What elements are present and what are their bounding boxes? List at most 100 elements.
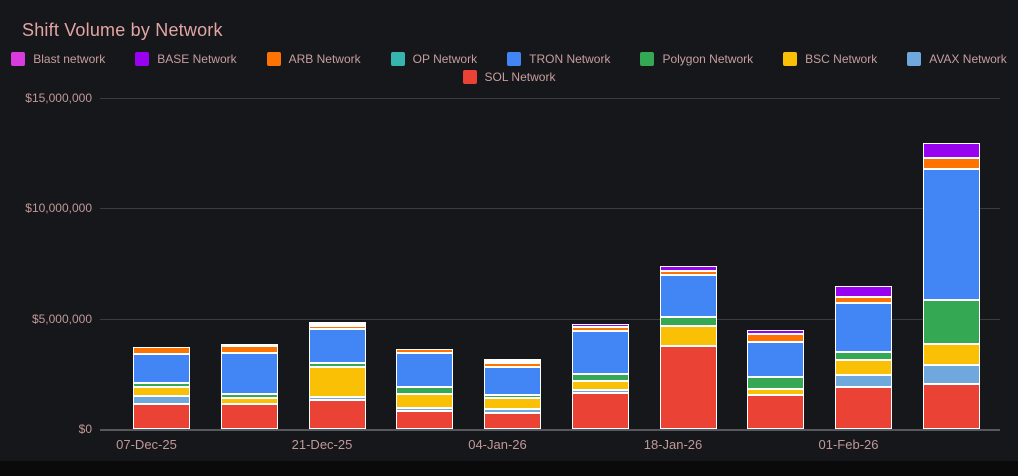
bar-segment-bsc-network[interactable]	[922, 344, 980, 365]
bar-segment-polygon-network[interactable]	[484, 395, 541, 398]
legend-item-avax-network[interactable]: AVAX Network	[907, 52, 1007, 66]
y-axis-tick-label: $5,000,000	[31, 311, 92, 326]
bar-segment-avax-network[interactable]	[571, 390, 629, 393]
stacked-bar-25-jan-26[interactable]	[747, 330, 805, 429]
bar-segment-tron-network[interactable]	[484, 367, 541, 395]
stacked-bar-18-jan-26[interactable]	[659, 266, 717, 429]
legend-label: Polygon Network	[662, 52, 754, 66]
bar-segment-tron-network[interactable]	[835, 303, 892, 352]
legend-item-blast-network[interactable]: Blast network	[11, 52, 105, 66]
bar-segment-bsc-network[interactable]	[133, 387, 190, 396]
legend-label: Blast network	[33, 52, 106, 66]
bar-segment-arb-network[interactable]	[747, 334, 805, 342]
bar-segment-polygon-network[interactable]	[571, 374, 629, 381]
bar-segment-sol-network[interactable]	[659, 346, 717, 429]
bar-segment-base-network[interactable]	[308, 324, 366, 326]
bar-segment-base-network[interactable]	[659, 266, 717, 271]
bar-segment-sol-network[interactable]	[220, 404, 278, 429]
legend-swatch-icon	[462, 70, 477, 84]
bar-segment-bsc-network[interactable]	[747, 389, 805, 395]
bar-segment-polygon-network[interactable]	[133, 383, 190, 387]
stacked-bar-14-dec-25[interactable]	[220, 344, 278, 429]
legend-item-op-network[interactable]: OP Network	[390, 52, 477, 66]
stacked-bar-04-jan-26[interactable]	[484, 359, 541, 429]
bar-segment-tron-network[interactable]	[308, 329, 366, 363]
legend-swatch-icon	[783, 52, 798, 66]
legend-swatch-icon	[135, 52, 150, 66]
bar-segment-sol-network[interactable]	[835, 387, 892, 429]
bar-segment-bsc-network[interactable]	[571, 381, 629, 390]
bar-segment-tron-network[interactable]	[396, 353, 454, 387]
bar-segment-tron-network[interactable]	[659, 275, 717, 317]
stacked-bar-21-dec-25[interactable]	[308, 322, 366, 429]
bar-segment-tron-network[interactable]	[571, 331, 629, 374]
bar-segment-bsc-network[interactable]	[308, 367, 366, 397]
stacked-bar-11-jan-26[interactable]	[571, 324, 629, 429]
bar-segment-avax-network[interactable]	[308, 397, 366, 400]
bar-segment-bsc-network[interactable]	[220, 398, 278, 404]
bar-segment-avax-network[interactable]	[835, 375, 892, 387]
bar-segment-tron-network[interactable]	[133, 354, 190, 383]
legend-item-sol-network[interactable]: SOL Network	[462, 70, 555, 84]
bar-segment-base-network[interactable]	[747, 330, 805, 334]
bar-segment-polygon-network[interactable]	[922, 300, 980, 344]
bar-segment-tron-network[interactable]	[922, 169, 980, 300]
bar-segment-sol-network[interactable]	[133, 404, 190, 429]
bar-segment-avax-network[interactable]	[484, 409, 541, 413]
stacked-bar-07-dec-25[interactable]	[133, 347, 190, 429]
bar-segment-tron-network[interactable]	[220, 353, 278, 394]
bar-segment-polygon-network[interactable]	[835, 352, 892, 360]
bar-segment-arb-network[interactable]	[396, 349, 454, 353]
stacked-bar-01-feb-26[interactable]	[835, 286, 892, 429]
legend-label: BSC Network	[805, 52, 878, 66]
bar-segment-avax-network[interactable]	[133, 396, 190, 404]
bar-segment-bsc-network[interactable]	[659, 326, 717, 346]
bar-segment-bsc-network[interactable]	[396, 394, 454, 408]
stacked-bar-08-feb-26[interactable]	[922, 143, 980, 429]
bar-segment-avax-network[interactable]	[396, 408, 454, 411]
bar-segment-base-network[interactable]	[922, 143, 980, 158]
bar-segment-arb-network[interactable]	[308, 326, 366, 329]
legend-item-arb-network[interactable]: ARB Network	[266, 52, 361, 66]
bar-segment-arb-network[interactable]	[835, 297, 892, 303]
stacked-bar-28-dec-25[interactable]	[396, 349, 454, 429]
legend-swatch-icon	[11, 52, 26, 66]
bar-segment-sol-network[interactable]	[571, 393, 629, 429]
bar-segment-bsc-network[interactable]	[835, 360, 892, 375]
bar-segment-sol-network[interactable]	[308, 400, 366, 429]
legend-item-tron-network[interactable]: TRON Network	[507, 52, 610, 66]
bar-segment-arb-network[interactable]	[922, 158, 980, 169]
legend-label: TRON Network	[529, 52, 611, 66]
legend-swatch-icon	[640, 52, 655, 66]
bar-segment-arb-network[interactable]	[220, 346, 278, 353]
legend-item-polygon-network[interactable]: Polygon Network	[640, 52, 753, 66]
bar-segment-blast-network[interactable]	[484, 359, 541, 361]
x-axis-line	[100, 429, 1000, 431]
bar-segment-arb-network[interactable]	[571, 327, 629, 331]
bar-segment-sol-network[interactable]	[484, 413, 541, 429]
bar-segment-sol-network[interactable]	[396, 411, 454, 429]
bar-segment-polygon-network[interactable]	[659, 317, 717, 326]
bar-segment-base-network[interactable]	[484, 361, 541, 363]
bar-segment-arb-network[interactable]	[659, 271, 717, 275]
bar-segment-polygon-network[interactable]	[308, 363, 366, 367]
bar-segment-base-network[interactable]	[571, 324, 629, 327]
legend-item-bsc-network[interactable]: BSC Network	[783, 52, 877, 66]
bar-segment-polygon-network[interactable]	[396, 387, 454, 394]
legend-item-base-network[interactable]: BASE Network	[135, 52, 237, 66]
bar-segment-base-network[interactable]	[220, 344, 278, 346]
bar-segment-arb-network[interactable]	[484, 363, 541, 367]
bar-segment-sol-network[interactable]	[747, 395, 805, 429]
legend-swatch-icon	[907, 52, 922, 66]
bar-segment-tron-network[interactable]	[747, 342, 805, 377]
x-axis-tick-label: 04-Jan-26	[468, 437, 527, 452]
bar-segment-avax-network[interactable]	[922, 365, 980, 384]
bar-segment-base-network[interactable]	[835, 286, 892, 297]
y-axis-tick-label: $0	[78, 422, 92, 436]
bar-segment-blast-network[interactable]	[308, 322, 366, 324]
bar-segment-polygon-network[interactable]	[220, 394, 278, 398]
bar-segment-sol-network[interactable]	[922, 384, 980, 429]
bar-segment-polygon-network[interactable]	[747, 377, 805, 389]
bar-segment-arb-network[interactable]	[133, 347, 190, 354]
bar-segment-bsc-network[interactable]	[484, 398, 541, 409]
